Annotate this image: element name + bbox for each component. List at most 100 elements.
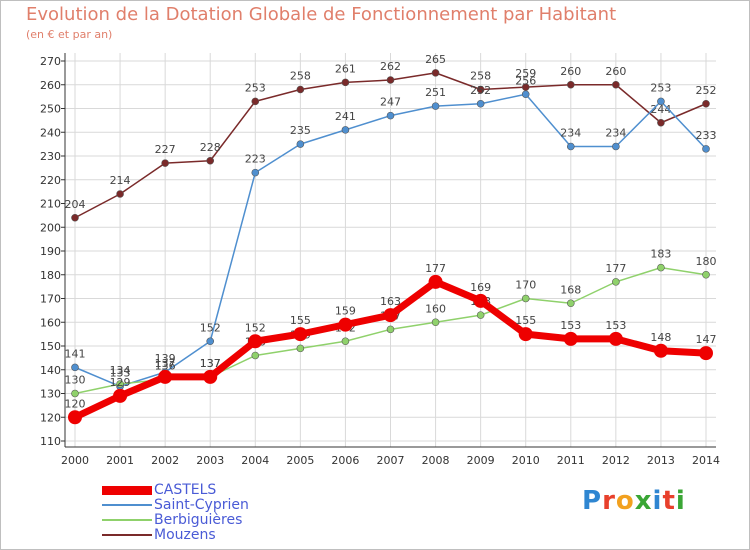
data-label-mouzens: 260 [560,65,581,78]
x-tick-label: 2009 [467,454,495,467]
y-tick-label: 270 [40,55,61,68]
data-label-berbigui-res: 180 [696,255,717,268]
x-tick-label: 2001 [106,454,134,467]
data-label-berbigui-res: 160 [425,302,446,315]
legend-swatch [102,519,152,521]
data-label-castels: 152 [245,321,266,334]
data-point-saint-cyprien [71,363,79,372]
x-tick-label: 2011 [557,454,585,467]
data-point-mouzens [612,80,620,89]
data-label-castels: 129 [110,376,131,389]
data-label-saint-cyprien: 241 [335,110,356,123]
data-label-saint-cyprien: 234 [605,127,626,140]
data-point-mouzens [657,118,665,127]
data-label-saint-cyprien: 152 [200,321,221,334]
data-label-saint-cyprien: 252 [470,84,491,97]
y-tick-label: 150 [40,340,61,353]
data-point-castels [68,410,82,425]
data-label-mouzens: 265 [425,53,446,66]
x-tick-label: 2005 [286,454,314,467]
data-point-saint-cyprien [386,111,395,120]
data-label-mouzens: 227 [155,143,176,156]
data-label-saint-cyprien: 253 [650,81,671,94]
data-point-castels [113,388,128,403]
x-tick-label: 2006 [331,454,359,467]
legend-label: CASTELS [154,482,217,498]
data-point-mouzens [251,97,260,106]
data-label-saint-cyprien: 234 [560,127,581,140]
data-label-mouzens: 258 [470,70,491,83]
data-point-mouzens [71,213,79,222]
y-tick-label: 110 [40,435,61,448]
data-label-castels: 155 [290,314,311,327]
data-point-berbigui-res [566,299,575,308]
data-label-castels: 177 [425,262,446,275]
y-tick-label: 180 [40,269,61,282]
data-label-castels: 163 [380,295,401,308]
y-tick-label: 200 [40,221,61,234]
data-label-berbigui-res: 177 [605,262,626,275]
data-label-castels: 153 [560,319,581,332]
y-tick-label: 170 [40,293,61,306]
data-point-berbigui-res [251,351,260,360]
y-tick-label: 220 [40,174,61,187]
data-point-castels [699,346,713,361]
data-point-castels [203,369,218,384]
x-tick-label: 2010 [512,454,540,467]
data-point-mouzens [476,85,485,94]
data-point-saint-cyprien [612,142,620,151]
legend-swatch [102,534,152,536]
data-point-berbigui-res [476,311,485,319]
data-point-saint-cyprien [702,145,710,153]
y-tick-label: 160 [40,316,61,329]
data-label-berbigui-res: 134 [110,364,131,377]
legend-label: Mouzens [154,527,216,543]
data-label-castels: 147 [696,333,717,346]
data-point-berbigui-res [341,337,350,346]
data-label-berbigui-res: 170 [515,279,536,292]
data-point-castels [608,331,623,346]
data-label-saint-cyprien: 235 [290,124,311,137]
x-tick-label: 2003 [196,454,224,467]
data-point-berbigui-res [612,278,620,286]
data-label-mouzens: 228 [200,141,221,154]
data-point-saint-cyprien [296,140,305,148]
data-label-berbigui-res: 130 [65,374,86,387]
legend-label: Saint-Cyprien [154,497,249,513]
data-point-castels [293,327,308,342]
data-label-mouzens: 258 [290,70,311,83]
data-point-saint-cyprien [341,126,350,134]
data-point-mouzens [116,190,124,198]
y-tick-label: 240 [40,126,61,139]
data-point-berbigui-res [702,270,710,279]
y-tick-label: 260 [40,79,61,92]
data-label-castels: 120 [65,397,86,410]
data-label-mouzens: 253 [245,81,266,94]
data-point-saint-cyprien [476,99,485,108]
data-point-berbigui-res [521,294,530,303]
data-label-saint-cyprien: 251 [425,86,446,99]
data-point-saint-cyprien [251,168,260,177]
data-point-saint-cyprien [657,97,665,106]
data-point-castels [473,293,488,308]
data-point-mouzens [161,159,169,167]
data-point-castels [158,369,173,384]
data-point-castels [518,327,533,342]
y-tick-label: 250 [40,103,61,116]
y-tick-label: 230 [40,150,61,163]
data-label-saint-cyprien: 223 [245,153,266,166]
data-point-berbigui-res [657,263,665,272]
data-point-mouzens [386,76,395,84]
x-tick-label: 2012 [602,454,630,467]
y-tick-label: 210 [40,198,61,211]
data-point-castels [428,274,443,289]
x-tick-label: 2002 [151,454,179,467]
data-label-saint-cyprien: 256 [515,74,536,87]
data-point-castels [383,308,398,323]
data-label-castels: 148 [650,331,671,344]
data-label-saint-cyprien: 141 [65,347,86,360]
data-label-berbigui-res: 137 [200,357,221,370]
data-point-castels [248,334,263,349]
data-label-saint-cyprien: 247 [380,96,401,109]
data-label-berbigui-res: 136 [155,359,176,372]
